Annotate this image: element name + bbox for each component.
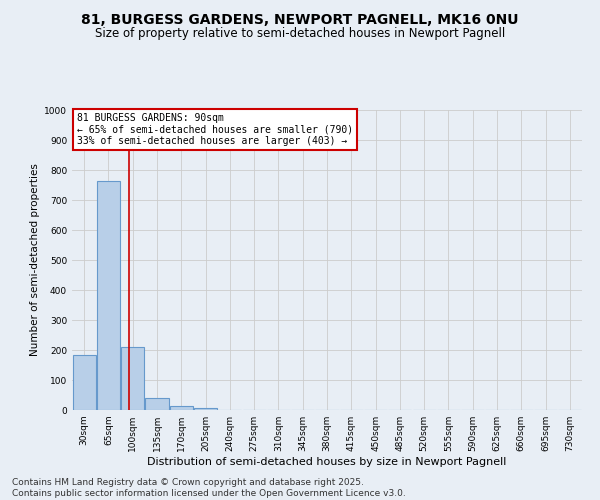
Text: Size of property relative to semi-detached houses in Newport Pagnell: Size of property relative to semi-detach… xyxy=(95,28,505,40)
Text: 81 BURGESS GARDENS: 90sqm
← 65% of semi-detached houses are smaller (790)
33% of: 81 BURGESS GARDENS: 90sqm ← 65% of semi-… xyxy=(77,113,353,146)
Text: 81, BURGESS GARDENS, NEWPORT PAGNELL, MK16 0NU: 81, BURGESS GARDENS, NEWPORT PAGNELL, MK… xyxy=(81,12,519,26)
Text: Contains HM Land Registry data © Crown copyright and database right 2025.
Contai: Contains HM Land Registry data © Crown c… xyxy=(12,478,406,498)
Bar xyxy=(145,398,169,410)
X-axis label: Distribution of semi-detached houses by size in Newport Pagnell: Distribution of semi-detached houses by … xyxy=(148,457,506,467)
Y-axis label: Number of semi-detached properties: Number of semi-detached properties xyxy=(30,164,40,356)
Bar xyxy=(121,347,144,410)
Bar xyxy=(73,354,95,410)
Bar xyxy=(97,180,120,410)
Bar xyxy=(170,406,193,410)
Bar xyxy=(194,408,217,410)
